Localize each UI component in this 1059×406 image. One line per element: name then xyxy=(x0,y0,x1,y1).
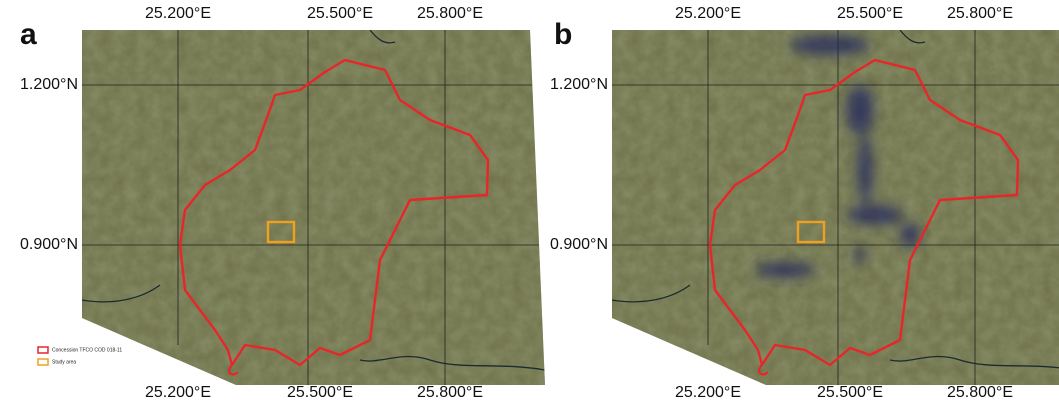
lon-label: 25.800°E xyxy=(947,5,1013,22)
lat-label: 1.200°N xyxy=(20,76,78,93)
lat-label: 0.900°N xyxy=(20,236,78,253)
lon-label: 25.500°E xyxy=(307,5,373,22)
map-image xyxy=(612,30,1059,385)
lat-label: 1.200°N xyxy=(550,76,608,93)
lon-label: 25.800°E xyxy=(947,384,1013,401)
legend: Concession TFCO COD 018-11 Study area xyxy=(37,346,122,366)
lon-label: 25.200°E xyxy=(145,5,211,22)
map-image xyxy=(82,30,545,385)
lon-label: 25.200°E xyxy=(675,384,741,401)
lon-label: 25.200°E xyxy=(675,5,741,22)
lon-label: 25.800°E xyxy=(417,384,483,401)
lat-label: 0.900°N xyxy=(550,236,608,253)
panel-label: b xyxy=(554,18,572,51)
lon-label: 25.500°E xyxy=(287,384,353,401)
lon-label: 25.500°E xyxy=(817,384,883,401)
legend-label: Concession TFCO COD 018-11 xyxy=(52,347,122,353)
flooded-area xyxy=(755,35,920,278)
lon-label: 25.800°E xyxy=(417,5,483,22)
panel-a: a 25.200°E 25.500°E 25.800°E 25.200°E 25… xyxy=(20,5,545,401)
panel-b: b 25.200°E 25.500°E 25.800°E 25.200°E 25… xyxy=(550,5,1059,401)
legend-label: Study area xyxy=(52,359,76,365)
lon-label: 25.500°E xyxy=(837,5,903,22)
lon-label: 25.200°E xyxy=(145,384,211,401)
panel-label: a xyxy=(20,18,37,51)
